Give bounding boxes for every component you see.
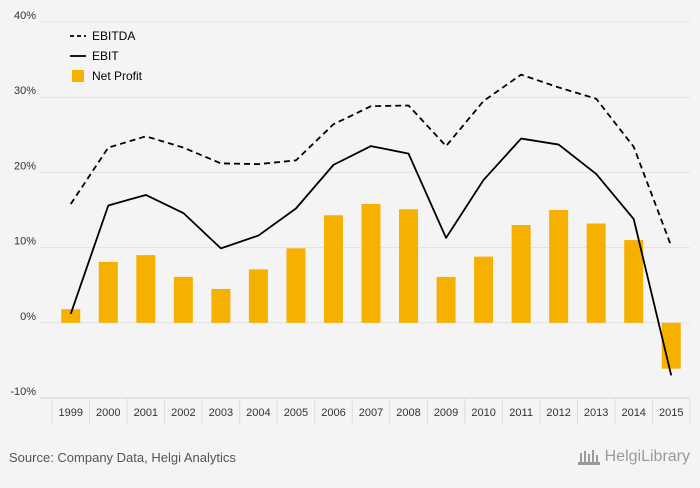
- legend-swatch-net-profit: [72, 70, 84, 82]
- x-tick-label: 2006: [321, 407, 345, 419]
- x-tick-label: 2001: [134, 407, 158, 419]
- legend: EBITDA EBIT Net Profit: [70, 29, 143, 83]
- x-tick-label: 2008: [396, 407, 420, 419]
- x-tick-label: 2012: [546, 407, 570, 419]
- line-ebitda: [70, 73, 673, 247]
- line-ebit: [69, 137, 673, 376]
- x-tick-label: 2013: [584, 407, 608, 419]
- x-tick-label: 2002: [171, 407, 195, 419]
- bar-net-profit: [136, 255, 156, 323]
- legend-label-net-profit: Net Profit: [92, 69, 143, 83]
- bar-net-profit: [211, 288, 231, 323]
- bar-net-profit: [361, 203, 381, 323]
- source-note: Source: Company Data, Helgi Analytics: [9, 450, 236, 465]
- bar-net-profit: [511, 225, 531, 323]
- line-layer: [69, 73, 673, 376]
- library-icon: [577, 450, 600, 465]
- legend-label-ebitda: EBITDA: [92, 29, 135, 43]
- x-tick-label: 2015: [659, 407, 683, 419]
- bar-net-profit: [549, 210, 569, 323]
- bar-net-profit: [474, 256, 494, 323]
- x-tick-label: 2004: [246, 407, 270, 419]
- y-tick-label: 40%: [14, 10, 36, 22]
- bar-net-profit: [173, 276, 193, 323]
- x-tick-label: 2014: [621, 407, 645, 419]
- x-tick-label: 2007: [359, 407, 383, 419]
- bar-net-profit: [323, 215, 343, 323]
- x-tick-label: 2005: [284, 407, 308, 419]
- bar-net-profit: [624, 240, 644, 323]
- legend-label-ebit: EBIT: [92, 49, 119, 63]
- axis-layer: -10% 0% 10% 20% 30% 40% 1999 2000 2001 2002 2003 20…: [10, 10, 691, 424]
- brand-logo: HelgiLibrary: [577, 448, 690, 466]
- x-tick-label: 2003: [209, 407, 233, 419]
- x-tick-label: 2011: [509, 407, 533, 419]
- x-tick-label: 2009: [434, 407, 458, 419]
- y-tick-label: -10%: [10, 386, 36, 398]
- bar-net-profit: [436, 276, 456, 323]
- y-tick-label: 20%: [14, 160, 36, 172]
- y-tick-label: 0%: [20, 311, 36, 323]
- bar-net-profit: [61, 309, 81, 323]
- bar-layer: [61, 203, 681, 369]
- bar-net-profit: [98, 261, 118, 323]
- brand-name: HelgiLibrary: [604, 448, 690, 465]
- bar-net-profit: [248, 269, 268, 323]
- bar-net-profit: [286, 248, 306, 323]
- x-tick-label: 2010: [471, 407, 495, 419]
- y-tick-label: 10%: [14, 236, 36, 248]
- x-tick-label: 2000: [96, 407, 120, 419]
- x-tick-label: 1999: [59, 407, 83, 419]
- y-tick-label: 30%: [14, 85, 36, 97]
- bar-net-profit: [586, 223, 606, 323]
- bar-net-profit: [399, 209, 419, 323]
